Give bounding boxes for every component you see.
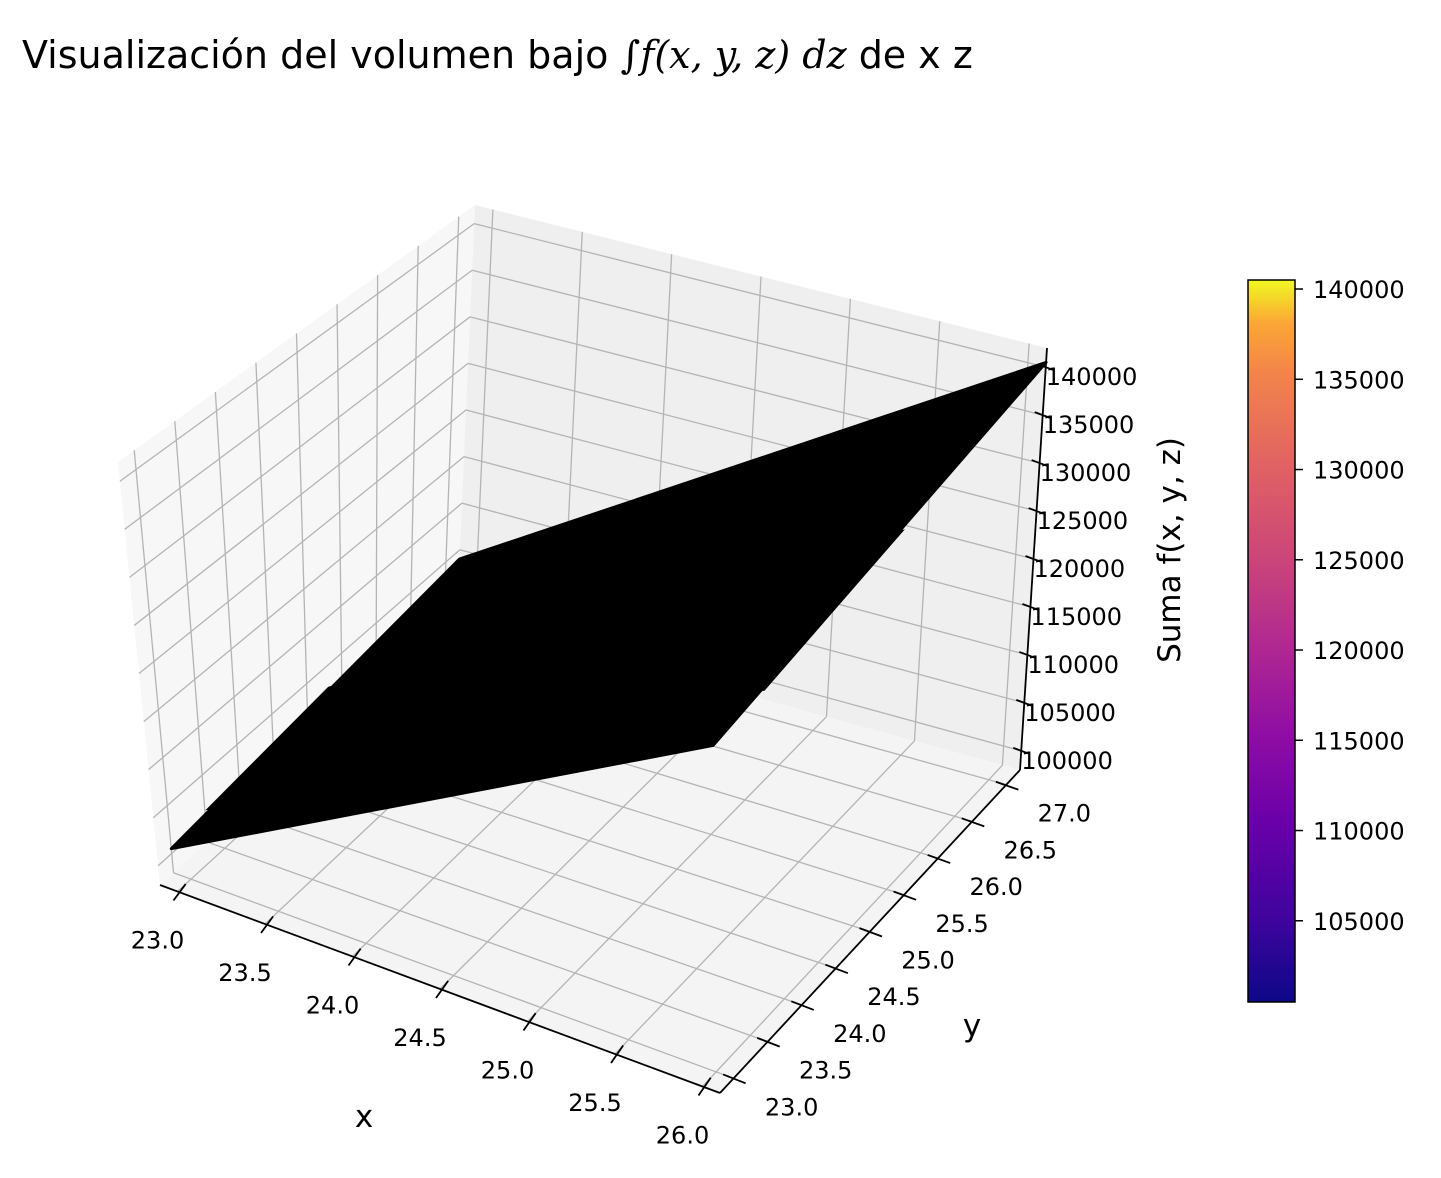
z-tick-label: 110000 bbox=[1027, 651, 1119, 679]
y-tick bbox=[756, 1037, 781, 1048]
pane-left bbox=[118, 205, 475, 885]
grid-line-z-left bbox=[148, 502, 463, 771]
x-tick bbox=[697, 1077, 712, 1097]
title-suffix: de x z bbox=[847, 33, 973, 77]
colorbar-tick-label: 130000 bbox=[1313, 457, 1405, 485]
colorbar-tick-label: 105000 bbox=[1313, 908, 1405, 936]
grid-line-z-left bbox=[138, 409, 467, 675]
z-tick bbox=[1025, 555, 1042, 563]
z-tick bbox=[1015, 699, 1033, 707]
colorbar-gradient bbox=[1247, 279, 1296, 1003]
z-tick-label: 130000 bbox=[1040, 459, 1132, 487]
colorbar: 105000 110000 115000 120000 125000 130000 1350… bbox=[1247, 276, 1405, 1003]
z-tick bbox=[1022, 603, 1039, 611]
colorbar-tick-label: 140000 bbox=[1313, 276, 1405, 304]
colorbar-tick-label: 115000 bbox=[1313, 727, 1405, 755]
x-tick-label: 23.5 bbox=[218, 959, 271, 987]
colorbar-tick-label: 110000 bbox=[1313, 818, 1405, 846]
z-tick-label: 125000 bbox=[1037, 507, 1129, 535]
x-tick-label: 25.0 bbox=[481, 1057, 534, 1085]
grid-line-y-floor bbox=[207, 841, 768, 1043]
y-tick-label: 23.5 bbox=[799, 1057, 852, 1085]
x-axis-line bbox=[159, 884, 721, 1094]
x-tick bbox=[347, 948, 362, 967]
y-tick-label: 25.0 bbox=[901, 947, 954, 975]
y-tick-label: 27.0 bbox=[1038, 800, 1091, 828]
z-tick-label: 100000 bbox=[1021, 747, 1113, 775]
z-tick bbox=[1019, 651, 1036, 659]
x-tick-label: 24.5 bbox=[393, 1024, 446, 1052]
z-tick-label: 140000 bbox=[1046, 363, 1138, 391]
y-tick bbox=[825, 963, 849, 975]
x-tick-label: 26.0 bbox=[656, 1122, 709, 1150]
grid-line-z-back bbox=[471, 269, 1043, 416]
y-tick bbox=[995, 780, 1019, 791]
grid-line-z-left bbox=[124, 269, 473, 530]
z-tick-label: 105000 bbox=[1024, 699, 1116, 727]
grid-line-z-left bbox=[152, 549, 461, 819]
x-axis-label: x bbox=[355, 1099, 373, 1135]
title-integral-sign: ∫ bbox=[620, 33, 640, 77]
y-tick bbox=[859, 927, 883, 938]
y-tick-label: 24.0 bbox=[833, 1020, 886, 1048]
grid-line-y-floor bbox=[173, 872, 734, 1079]
grid-line-z-back bbox=[474, 223, 1046, 368]
x-tick bbox=[172, 883, 187, 902]
title-integrand: f(x, y, z) dz bbox=[637, 33, 847, 77]
grid-line-z-left bbox=[133, 362, 469, 626]
y-tick bbox=[961, 817, 985, 828]
x-tick-label: 24.0 bbox=[306, 992, 359, 1020]
colorbar-tick-label: 125000 bbox=[1313, 547, 1405, 575]
y-tick-label: 23.0 bbox=[765, 1093, 818, 1121]
grid-line-z-left bbox=[143, 456, 465, 723]
x-tick bbox=[522, 1012, 537, 1032]
y-tick-label: 24.5 bbox=[867, 983, 920, 1011]
z-tick bbox=[1037, 363, 1055, 372]
y-tick bbox=[893, 890, 917, 901]
x-tick bbox=[260, 915, 274, 934]
y-tick bbox=[927, 854, 951, 864]
z-tick-label: 120000 bbox=[1034, 555, 1126, 583]
x-tick bbox=[435, 980, 449, 999]
y-axis-label: y bbox=[963, 1008, 981, 1044]
title-prefix: Visualización del volumen bajo bbox=[22, 33, 620, 77]
y-tick-label: 25.5 bbox=[935, 910, 988, 938]
grid-line-z-left bbox=[129, 316, 471, 578]
z-tick bbox=[1028, 507, 1045, 515]
y-tick-label: 26.5 bbox=[1004, 836, 1057, 864]
x-tick bbox=[610, 1044, 624, 1064]
y-tick bbox=[722, 1073, 746, 1085]
z-tick bbox=[1012, 746, 1030, 755]
z-tick-label: 135000 bbox=[1043, 411, 1135, 439]
y-tick bbox=[790, 1000, 815, 1011]
axes-ticks: 23.0 23.5 24.0 24.5 25.0 25.5 26.0 23.0 23.5 24.0… bbox=[131, 363, 1138, 1149]
z-tick-label: 115000 bbox=[1030, 603, 1122, 631]
z-tick bbox=[1034, 411, 1052, 419]
colorbar-tick-label: 135000 bbox=[1313, 366, 1405, 394]
grid-line-z-left bbox=[119, 223, 475, 482]
surface-ridge bbox=[205, 529, 905, 811]
z-axis-label: Suma f(x, y, z) bbox=[1152, 437, 1188, 663]
z-tick bbox=[1031, 459, 1048, 467]
colorbar-tick-label: 120000 bbox=[1313, 637, 1405, 665]
grid-line-z-back bbox=[467, 362, 1037, 512]
chart-title: Visualización del volumen bajo ∫f(x, y, … bbox=[22, 33, 973, 77]
y-tick-label: 26.0 bbox=[969, 873, 1022, 901]
x-tick-label: 23.0 bbox=[131, 927, 184, 955]
grid-line-y-floor bbox=[240, 810, 803, 1006]
x-tick-label: 25.5 bbox=[568, 1089, 621, 1117]
